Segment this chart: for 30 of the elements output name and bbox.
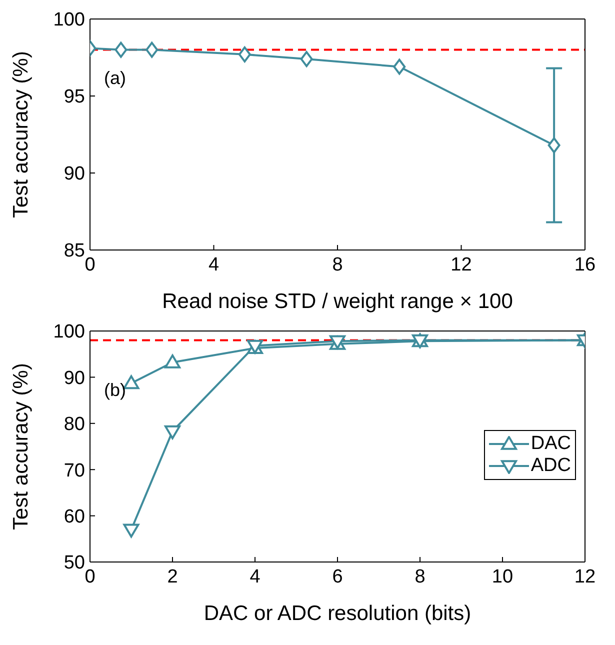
x-tick-label: 10 bbox=[492, 566, 514, 588]
x-tick-label: 2 bbox=[167, 566, 178, 588]
x-tick-label: 4 bbox=[208, 254, 220, 276]
legend-label: ADC bbox=[530, 455, 571, 477]
x-tick-label: 8 bbox=[332, 254, 343, 276]
y-tick-label: 60 bbox=[64, 506, 85, 528]
y-tick-label: 80 bbox=[64, 414, 85, 436]
y-tick-label: 70 bbox=[64, 460, 85, 482]
y-tick-label: 95 bbox=[64, 86, 85, 108]
x-tick-label: 8 bbox=[414, 566, 426, 588]
y-tick-label: 90 bbox=[64, 368, 85, 389]
annotation: (b) bbox=[104, 380, 126, 401]
legend-label: DAC bbox=[530, 433, 571, 455]
y-tick-label: 85 bbox=[64, 240, 85, 262]
x-tick-label: 0 bbox=[84, 566, 96, 588]
y-tick-label: 100 bbox=[53, 322, 85, 343]
y-tick-label: 90 bbox=[64, 164, 85, 185]
annotation: (a) bbox=[104, 68, 126, 89]
x-tick-label: 12 bbox=[450, 254, 472, 276]
x-axis-title: DAC or ADC resolution (bits) bbox=[204, 602, 472, 625]
y-tick-label: 100 bbox=[53, 10, 85, 31]
x-tick-label: 0 bbox=[84, 254, 96, 276]
y-axis-title: Test accuracy (%) bbox=[9, 51, 32, 218]
y-tick-label: 50 bbox=[64, 552, 85, 574]
x-axis-title: Read noise STD / weight range × 100 bbox=[162, 290, 513, 313]
x-tick-label: 12 bbox=[574, 566, 596, 588]
y-axis-title: Test accuracy (%) bbox=[9, 363, 32, 530]
x-tick-label: 4 bbox=[250, 566, 261, 588]
x-tick-label: 16 bbox=[574, 254, 596, 276]
x-tick-label: 6 bbox=[332, 566, 343, 588]
